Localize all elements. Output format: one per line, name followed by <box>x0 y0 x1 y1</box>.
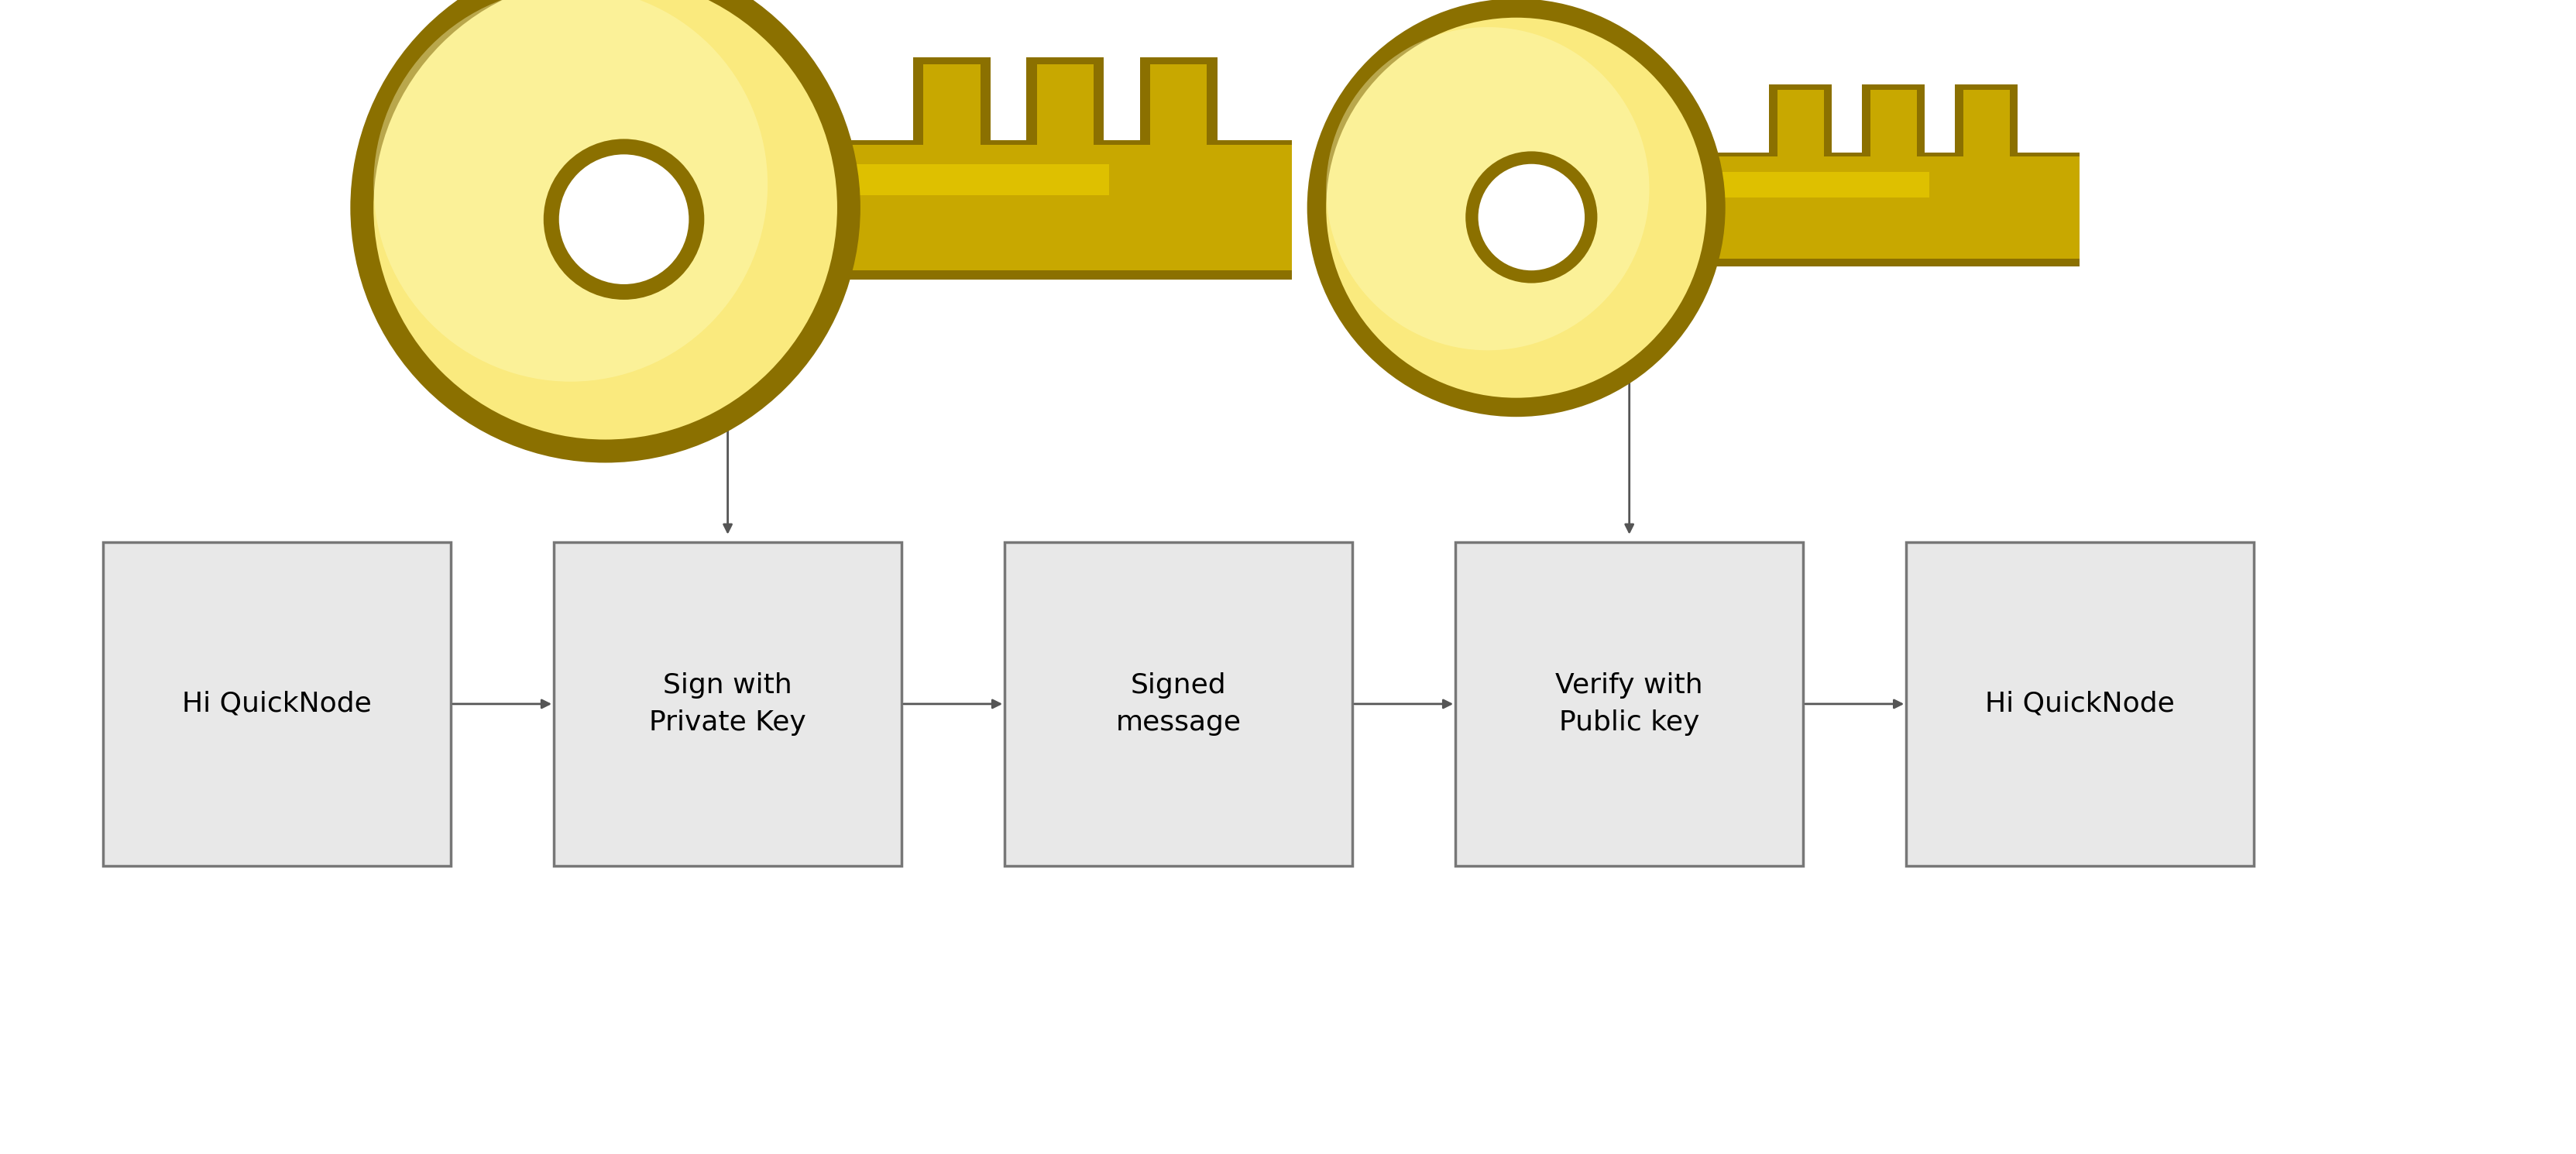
Ellipse shape <box>559 155 688 284</box>
FancyBboxPatch shape <box>817 164 1110 195</box>
FancyBboxPatch shape <box>914 58 992 148</box>
FancyBboxPatch shape <box>1038 63 1095 145</box>
Text: Hi QuickNode: Hi QuickNode <box>183 691 371 717</box>
FancyBboxPatch shape <box>1141 58 1218 148</box>
FancyBboxPatch shape <box>1517 255 1708 267</box>
FancyBboxPatch shape <box>605 145 817 270</box>
Ellipse shape <box>1327 27 1649 351</box>
FancyBboxPatch shape <box>783 141 1293 279</box>
Ellipse shape <box>374 0 768 382</box>
Ellipse shape <box>1327 17 1705 398</box>
Ellipse shape <box>1466 151 1597 283</box>
Text: Verify with
Public key: Verify with Public key <box>1556 673 1703 735</box>
Ellipse shape <box>544 138 703 300</box>
Text: Signed
message: Signed message <box>1115 673 1242 735</box>
FancyBboxPatch shape <box>1687 172 1929 197</box>
FancyBboxPatch shape <box>605 265 835 279</box>
FancyBboxPatch shape <box>1005 542 1352 865</box>
FancyBboxPatch shape <box>1677 157 2079 258</box>
FancyBboxPatch shape <box>1955 84 2017 158</box>
FancyBboxPatch shape <box>554 542 902 865</box>
Ellipse shape <box>1306 0 1726 417</box>
Text: Sign with
Private Key: Sign with Private Key <box>649 673 806 735</box>
FancyBboxPatch shape <box>1149 63 1206 145</box>
FancyBboxPatch shape <box>925 63 981 145</box>
FancyBboxPatch shape <box>1906 542 2254 865</box>
FancyBboxPatch shape <box>1455 542 1803 865</box>
Ellipse shape <box>374 0 837 440</box>
Text: Hi QuickNode: Hi QuickNode <box>1986 691 2174 717</box>
FancyBboxPatch shape <box>1517 157 1690 258</box>
FancyBboxPatch shape <box>804 145 1293 270</box>
FancyBboxPatch shape <box>1770 84 1832 158</box>
FancyBboxPatch shape <box>103 542 451 865</box>
FancyBboxPatch shape <box>1025 58 1105 148</box>
FancyBboxPatch shape <box>1662 152 2079 267</box>
FancyBboxPatch shape <box>1870 90 1917 157</box>
FancyBboxPatch shape <box>1963 90 2009 157</box>
Ellipse shape <box>1479 164 1584 270</box>
FancyBboxPatch shape <box>1777 90 1824 157</box>
Ellipse shape <box>350 0 860 463</box>
FancyBboxPatch shape <box>1862 84 1924 158</box>
